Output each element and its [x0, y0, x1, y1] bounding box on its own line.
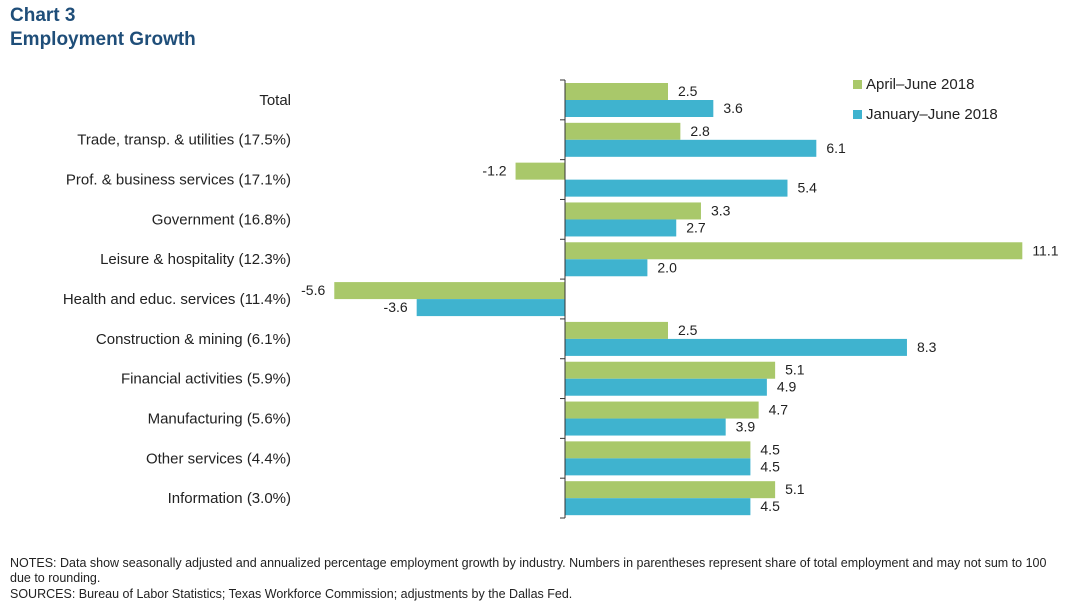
data-label: 4.5: [760, 441, 780, 457]
data-label: 2.0: [657, 259, 677, 275]
legend-label: January–June 2018: [866, 106, 998, 123]
bar-january-june: [565, 378, 767, 396]
bar-april-june: [565, 441, 751, 459]
legend-label: April–June 2018: [866, 76, 974, 93]
bar-january-june: [565, 498, 751, 516]
bar-chart: Total 2.5 3.6 Trade, transp. & utilities (1…: [63, 76, 1059, 519]
category-label: Financial activities (5.9%): [121, 371, 291, 388]
bar-january-june: [565, 179, 788, 197]
category-label: Total: [259, 92, 291, 109]
category-label: Prof. & business services (17.1%): [66, 172, 291, 189]
data-label: 5.4: [797, 180, 817, 196]
data-label: 3.3: [711, 202, 731, 218]
data-label: -1.2: [482, 163, 506, 179]
bar-january-june: [565, 100, 714, 117]
category-label: Trade, transp. & utilities (17.5%): [77, 132, 291, 149]
data-label: 11.1: [1032, 242, 1058, 258]
bar-january-june: [565, 418, 726, 436]
bar-april-june: [565, 321, 668, 339]
data-label: -3.6: [384, 299, 408, 315]
data-label: 4.9: [777, 379, 797, 395]
data-label: -5.6: [301, 282, 325, 298]
bar-april-june: [334, 282, 565, 300]
data-label: 4.5: [760, 498, 780, 514]
data-label: 2.7: [686, 219, 706, 235]
data-label: 8.3: [917, 339, 937, 355]
category-label: Manufacturing (5.6%): [148, 410, 291, 427]
category-label: Information (3.0%): [168, 490, 291, 507]
bar-april-june: [515, 162, 565, 180]
bar-january-june: [565, 259, 648, 277]
chart-title: Employment Growth: [10, 29, 196, 50]
data-label: 5.1: [785, 362, 805, 378]
bar-april-june: [565, 242, 1023, 260]
bar-april-june: [565, 481, 776, 499]
chart-number: Chart 3: [10, 5, 76, 26]
bar-january-june: [565, 338, 907, 356]
bar-april-june: [565, 83, 668, 100]
data-label: 6.1: [826, 140, 846, 156]
bar-january-june: [565, 458, 751, 476]
bar-april-june: [565, 202, 701, 220]
data-label: 2.8: [690, 123, 710, 139]
data-label: 2.5: [678, 83, 698, 99]
data-label: 5.1: [785, 481, 805, 497]
chart-notes: NOTES: Data show seasonally adjusted and…: [10, 556, 1047, 585]
chart-sources: SOURCES: Bureau of Labor Statistics; Tex…: [10, 587, 573, 601]
legend-swatch-april-june: [853, 80, 862, 89]
bar-january-june: [565, 139, 817, 157]
category-label: Construction & mining (6.1%): [96, 331, 291, 348]
bar-april-june: [565, 361, 776, 379]
category-label: Government (16.8%): [152, 211, 291, 228]
legend-swatch-january-june: [853, 110, 862, 119]
bar-january-june: [565, 219, 677, 237]
bar-january-june: [416, 299, 565, 317]
data-label: 4.5: [760, 458, 780, 474]
data-label: 3.6: [723, 100, 743, 116]
category-label: Health and educ. services (11.4%): [63, 291, 291, 308]
data-label: 2.5: [678, 322, 698, 338]
category-label: Other services (4.4%): [146, 450, 291, 467]
category-label: Leisure & hospitality (12.3%): [100, 251, 291, 268]
data-label: 3.9: [736, 419, 756, 435]
data-label: 4.7: [769, 402, 789, 418]
bar-april-june: [565, 122, 681, 140]
bar-april-june: [565, 401, 759, 419]
